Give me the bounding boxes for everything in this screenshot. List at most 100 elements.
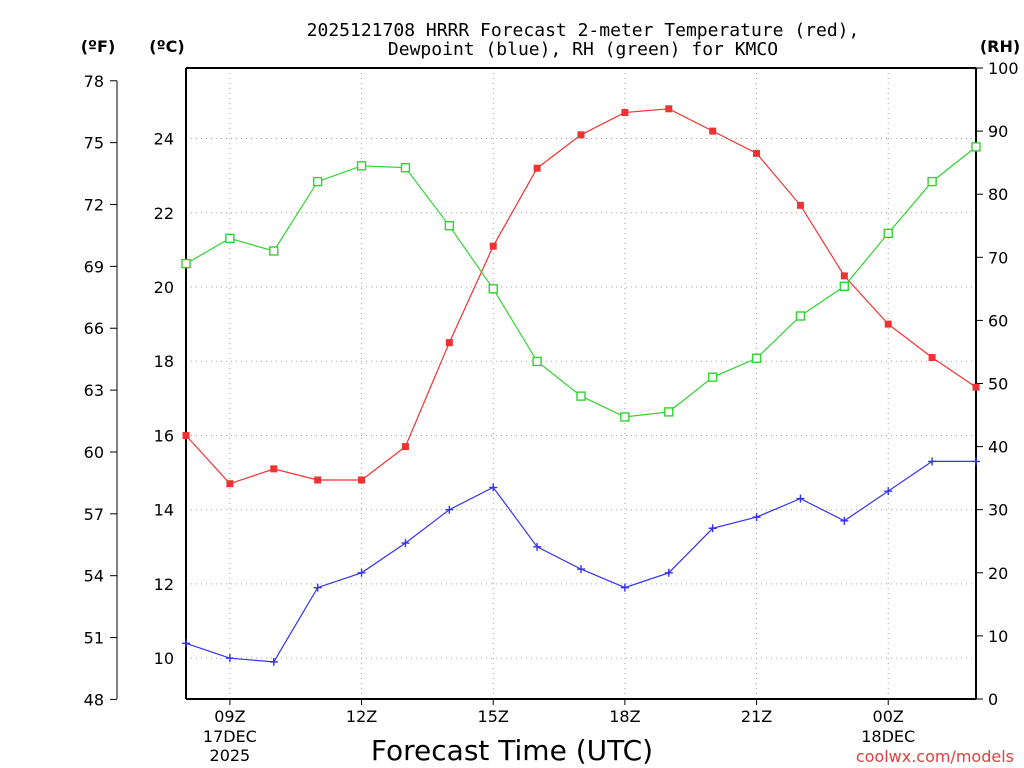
celsius-tick-label: 10 [154, 649, 174, 668]
temperature-point [753, 149, 761, 157]
chart-title-line-1: 2025121708 HRRR Forecast 2-meter Tempera… [307, 20, 860, 41]
dewpoint-point [796, 494, 805, 503]
temperature-point [884, 320, 892, 328]
dewpoint-point [884, 487, 893, 496]
temperature-point [314, 476, 322, 484]
rh-point [971, 142, 981, 152]
temperature-point [489, 242, 497, 250]
fahrenheit-tick-label: 57 [84, 505, 104, 524]
temperature-point [577, 131, 585, 139]
celsius-tick-label: 22 [154, 204, 174, 223]
rh-tick-label: 30 [988, 501, 1008, 520]
temperature-point [533, 164, 541, 172]
rh-point [576, 391, 586, 401]
fahrenheit-tick-label: 69 [84, 257, 104, 276]
fahrenheit-tick-label: 72 [84, 196, 104, 215]
rh-tick-label: 10 [988, 627, 1008, 646]
dewpoint-point [972, 457, 980, 466]
rh-point [707, 372, 718, 382]
rh-tick-label: 50 [988, 375, 1008, 394]
fahrenheit-unit-label: (ºF) [81, 37, 116, 56]
fahrenheit-tick-label: 78 [84, 72, 104, 91]
dewpoint-point [533, 542, 542, 551]
rh-point [225, 233, 235, 244]
rh-tick-label: 90 [988, 122, 1008, 141]
dewpoint-point [708, 524, 717, 533]
temperature-point [358, 476, 366, 484]
rh-tick-label: 20 [988, 564, 1008, 583]
rh-point [532, 356, 542, 367]
dewpoint-line [185, 460, 976, 663]
temperature-point [928, 354, 936, 362]
temperature-point [665, 105, 673, 113]
fahrenheit-tick-label: 51 [84, 629, 104, 648]
fahrenheit-tick-label: 66 [84, 319, 104, 338]
temperature-point [796, 201, 804, 209]
dewpoint-point [489, 483, 498, 492]
temperature-point [270, 465, 278, 473]
rh-point [927, 176, 937, 187]
x-axis-title: Forecast Time (UTC) [371, 734, 653, 767]
rh-tick-label: 100 [988, 59, 1019, 78]
rh-line [185, 146, 977, 418]
rh-tick-label: 60 [988, 311, 1008, 330]
rh-point [883, 228, 893, 239]
x-tick-year: 2025 [210, 746, 251, 765]
dewpoint-point [840, 516, 849, 525]
temperature-point [226, 480, 234, 488]
temperature-point [972, 383, 980, 391]
dewpoint-point [357, 568, 366, 577]
x-tick-date: 18DEC [861, 727, 915, 746]
dewpoint-point [401, 539, 410, 548]
celsius-unit-label: (ºC) [149, 37, 184, 56]
temperature-point [840, 272, 848, 280]
temperature-point [445, 339, 453, 347]
credit-text: coolwx.com/models [856, 747, 1014, 766]
x-tick-label: 21Z [741, 707, 772, 726]
temperature-point [621, 109, 629, 117]
x-tick-label: 00Z [873, 707, 904, 726]
series-layer [181, 105, 981, 666]
dewpoint-point [182, 639, 190, 648]
temperature-point [709, 127, 717, 135]
rh-tick-label: 80 [988, 185, 1008, 204]
dewpoint-point [752, 513, 761, 522]
x-tick-label: 12Z [346, 707, 377, 726]
fahrenheit-tick-label: 48 [84, 690, 104, 709]
rh-point [444, 221, 455, 231]
x-tick-label: 18Z [609, 707, 640, 726]
rh-point [269, 246, 279, 256]
rh-point [620, 412, 630, 422]
x-tick-label: 15Z [478, 707, 509, 726]
dewpoint-point [313, 583, 322, 592]
rh-point [751, 353, 762, 363]
celsius-tick-label: 14 [154, 501, 174, 520]
celsius-tick-label: 12 [154, 575, 174, 594]
rh-point [181, 258, 191, 269]
grid-lines [186, 68, 976, 699]
chart-title-line-2: Dewpoint (blue), RH (green) for KMCO [388, 39, 778, 60]
temperature-point [401, 443, 409, 451]
rh-tick-label: 70 [988, 248, 1008, 267]
rh-tick-label: 0 [988, 690, 998, 709]
celsius-tick-label: 24 [154, 130, 174, 149]
fahrenheit-tick-label: 63 [84, 381, 104, 400]
rh-tick-label: 40 [988, 438, 1008, 457]
fahrenheit-tick-label: 75 [84, 134, 104, 153]
dewpoint-point [445, 505, 454, 514]
rh-point [664, 407, 674, 417]
rh-point [400, 162, 411, 173]
rh-unit-label: (RH) [980, 37, 1020, 56]
celsius-tick-label: 20 [154, 278, 174, 297]
rh-point [795, 311, 806, 321]
celsius-tick-label: 18 [154, 352, 174, 371]
rh-point [356, 161, 367, 171]
rh-point [839, 281, 850, 292]
fahrenheit-tick-label: 54 [84, 567, 104, 586]
rh-point [312, 176, 323, 187]
dewpoint-point [225, 654, 234, 663]
temperature-point [182, 431, 190, 439]
x-tick-label: 09Z [214, 707, 245, 726]
dewpoint-point [664, 568, 673, 577]
